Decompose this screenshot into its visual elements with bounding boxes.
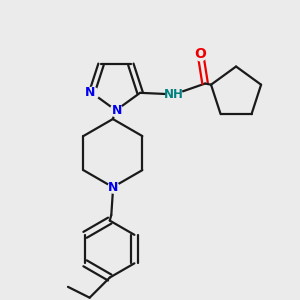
- Text: N: N: [112, 104, 123, 117]
- Text: O: O: [194, 47, 206, 61]
- Text: NH: NH: [164, 88, 184, 101]
- Text: N: N: [85, 86, 95, 99]
- Text: N: N: [108, 181, 118, 194]
